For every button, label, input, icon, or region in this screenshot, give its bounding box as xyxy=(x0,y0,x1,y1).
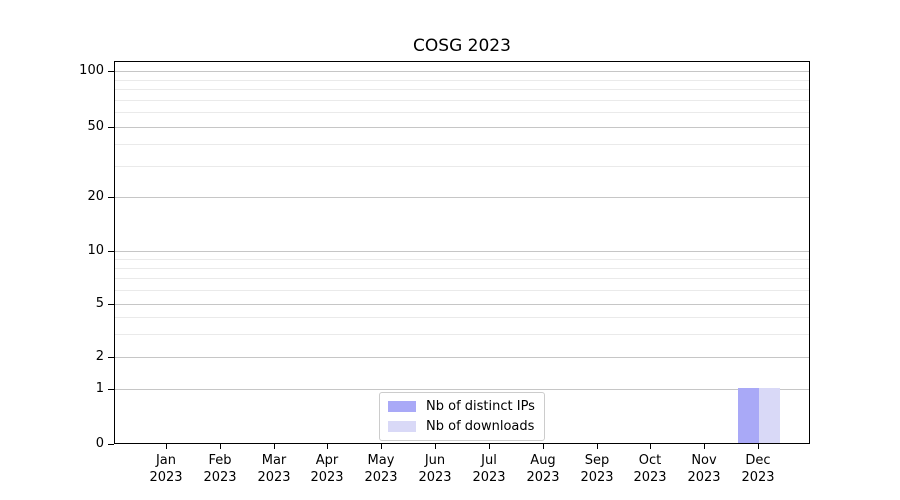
x-tick-label: May 2023 xyxy=(364,453,398,485)
x-tick-label: Apr 2023 xyxy=(310,453,344,485)
y-tick-mark xyxy=(108,389,114,390)
x-tick-label: Nov 2023 xyxy=(687,453,721,485)
minor-gridline xyxy=(115,259,809,260)
y-tick-mark xyxy=(108,357,114,358)
minor-gridline xyxy=(115,317,809,318)
y-tick-label: 50 xyxy=(87,119,104,134)
minor-gridline xyxy=(115,112,809,113)
x-tick-mark xyxy=(166,444,167,449)
x-tick-mark xyxy=(381,444,382,449)
minor-gridline xyxy=(115,268,809,269)
x-tick-mark xyxy=(220,444,221,449)
y-tick-mark xyxy=(108,71,114,72)
plot-area: Nb of distinct IPs Nb of downloads xyxy=(114,61,810,444)
legend-entry-distinct-ips: Nb of distinct IPs xyxy=(388,398,535,415)
x-tick-mark xyxy=(435,444,436,449)
minor-gridline xyxy=(115,144,809,145)
x-tick-label: Oct 2023 xyxy=(633,453,667,485)
legend-swatch-downloads xyxy=(388,421,416,432)
legend-entry-downloads: Nb of downloads xyxy=(388,418,535,435)
chart-title: COSG 2023 xyxy=(413,36,511,56)
x-tick-mark xyxy=(327,444,328,449)
x-tick-mark xyxy=(597,444,598,449)
x-tick-label: Sep 2023 xyxy=(580,453,614,485)
minor-gridline xyxy=(115,100,809,101)
minor-gridline xyxy=(115,166,809,167)
y-tick-label: 0 xyxy=(95,436,104,451)
minor-gridline xyxy=(115,80,809,81)
major-gridline xyxy=(115,71,809,72)
major-gridline xyxy=(115,389,809,390)
y-tick-mark xyxy=(108,127,114,128)
x-tick-mark xyxy=(704,444,705,449)
y-tick-label: 20 xyxy=(87,189,104,204)
y-tick-label: 100 xyxy=(79,63,104,78)
major-gridline xyxy=(115,357,809,358)
x-tick-mark xyxy=(274,444,275,449)
y-tick-label: 1 xyxy=(95,381,104,396)
y-tick-label: 2 xyxy=(95,349,104,364)
legend: Nb of distinct IPs Nb of downloads xyxy=(379,392,545,441)
major-gridline xyxy=(115,127,809,128)
minor-gridline xyxy=(115,334,809,335)
bar-distinct-ips-month-12 xyxy=(738,388,759,443)
y-tick-label: 10 xyxy=(87,243,104,258)
x-tick-mark xyxy=(543,444,544,449)
x-tick-label: Aug 2023 xyxy=(526,453,560,485)
x-tick-mark xyxy=(758,444,759,449)
x-tick-label: Jan 2023 xyxy=(149,453,183,485)
x-tick-label: Jun 2023 xyxy=(418,453,452,485)
major-gridline xyxy=(115,197,809,198)
y-tick-mark xyxy=(108,197,114,198)
minor-gridline xyxy=(115,89,809,90)
x-tick-label: Dec 2023 xyxy=(741,453,775,485)
y-tick-label: 5 xyxy=(95,296,104,311)
legend-label-distinct-ips: Nb of distinct IPs xyxy=(426,399,535,414)
major-gridline xyxy=(115,304,809,305)
y-tick-mark xyxy=(108,251,114,252)
bar-downloads-month-12 xyxy=(759,388,780,443)
x-tick-label: Jul 2023 xyxy=(472,453,506,485)
minor-gridline xyxy=(115,290,809,291)
x-tick-label: Feb 2023 xyxy=(203,453,237,485)
y-tick-mark xyxy=(108,304,114,305)
x-tick-label: Mar 2023 xyxy=(257,453,291,485)
x-tick-mark xyxy=(489,444,490,449)
minor-gridline xyxy=(115,278,809,279)
legend-swatch-distinct-ips xyxy=(388,401,416,412)
legend-label-downloads: Nb of downloads xyxy=(426,419,535,434)
x-tick-mark xyxy=(650,444,651,449)
major-gridline xyxy=(115,251,809,252)
y-tick-mark xyxy=(108,444,114,445)
